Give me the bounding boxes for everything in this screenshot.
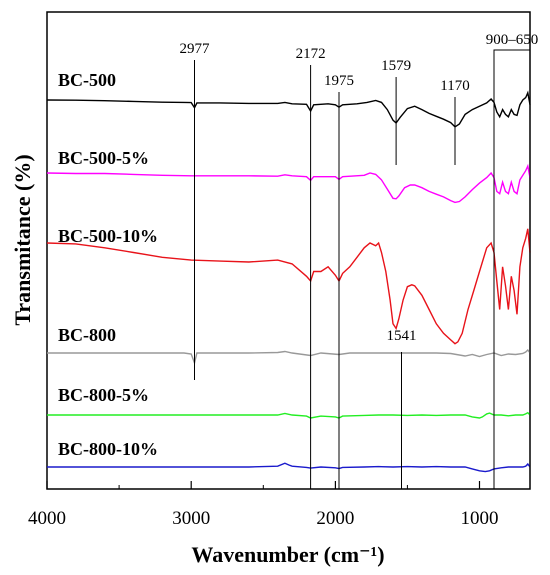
series-label-6: BC-800-10%	[58, 439, 158, 459]
series-line-1	[46, 90, 531, 128]
annotation-label-1170: 1170	[440, 78, 469, 94]
series-line-3	[46, 228, 531, 345]
x-tick-label-2000: 2000	[316, 508, 354, 529]
annotation-label-1975: 1975	[324, 73, 354, 89]
annotation-label-1579: 1579	[381, 58, 411, 74]
x-tick-label-1000: 1000	[461, 508, 499, 529]
series-line-5	[47, 411, 531, 419]
series-label-5: BC-800-5%	[58, 385, 149, 405]
series-line-2	[46, 163, 531, 204]
series-label-2: BC-500-5%	[58, 148, 149, 168]
series-label-4: BC-800	[58, 325, 116, 345]
x-tick-label-4000: 4000	[28, 508, 66, 529]
annotation-range-box	[493, 49, 531, 490]
x-axis-label: Wavenumber (cm⁻¹)	[191, 542, 384, 567]
series-line-6	[47, 462, 531, 473]
annotation-label-2172: 2172	[296, 46, 326, 62]
annotation-label-range: 900–650	[486, 32, 539, 48]
x-tick-label-3000: 3000	[172, 508, 210, 529]
series-label-3: BC-500-10%	[58, 226, 158, 246]
series-label-1: BC-500	[58, 70, 116, 90]
series-line-4	[47, 348, 531, 366]
y-axis-label: Transmitance (%)	[10, 154, 35, 325]
annotation-label-1541: 1541	[387, 328, 417, 344]
annotation-label-2977: 2977	[180, 41, 211, 57]
